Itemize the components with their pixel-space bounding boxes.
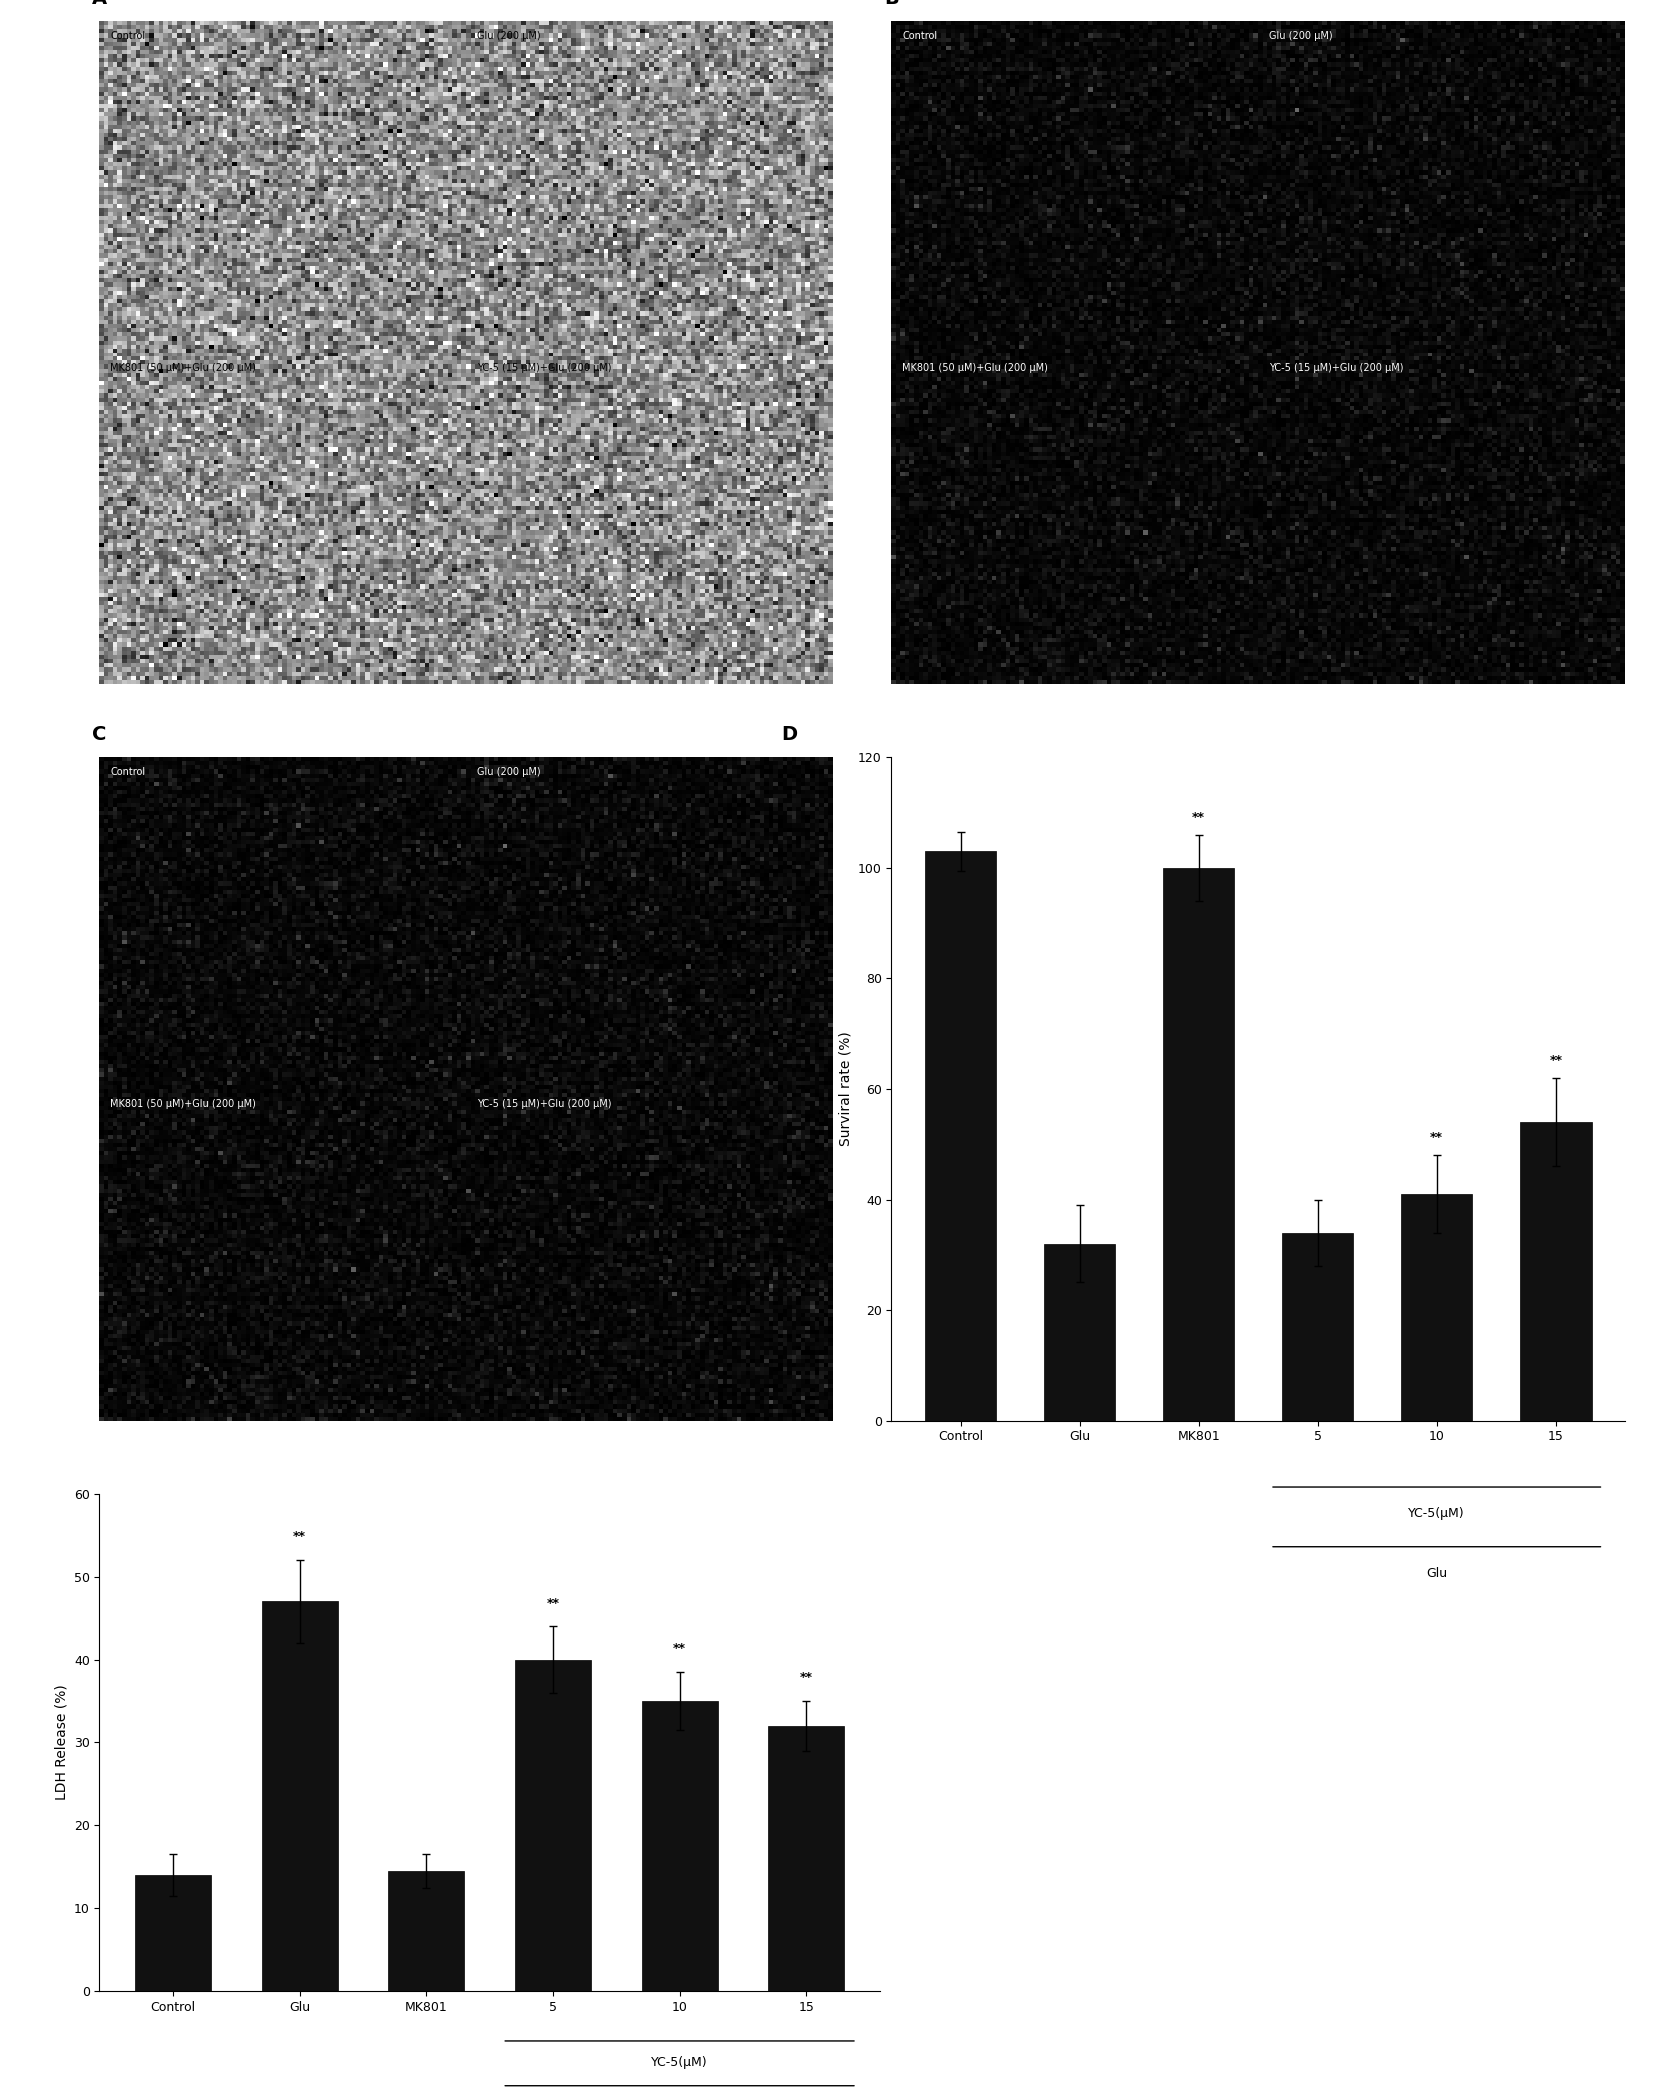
Text: Glu: Glu [1425, 1566, 1447, 1580]
Text: **: ** [799, 1671, 812, 1685]
Bar [641, 1702, 717, 1991]
Bar [262, 1601, 338, 1991]
Bar [925, 851, 996, 1421]
Text: YC-5(μM): YC-5(μM) [1407, 1507, 1465, 1520]
Text: **: ** [1548, 1054, 1561, 1067]
Y-axis label: Surviral rate (%): Surviral rate (%) [838, 1031, 852, 1147]
Text: **: ** [293, 1530, 307, 1543]
Text: **: ** [673, 1643, 686, 1656]
Bar [767, 1725, 843, 1991]
Text: B: B [883, 0, 898, 8]
Bar [515, 1660, 590, 1991]
Y-axis label: LDH Release (%): LDH Release (%) [55, 1685, 68, 1800]
Bar [134, 1876, 210, 1991]
Text: **: ** [547, 1597, 558, 1610]
Text: D: D [780, 725, 797, 744]
Bar [1162, 868, 1233, 1421]
Text: A: A [93, 0, 108, 8]
Text: **: ** [1191, 811, 1205, 824]
Bar [388, 1872, 464, 1991]
Bar [1400, 1195, 1471, 1421]
Text: **: ** [1430, 1132, 1442, 1144]
Bar [1281, 1232, 1352, 1421]
Bar [1044, 1243, 1115, 1421]
Text: C: C [93, 725, 106, 744]
Text: YC-5(μM): YC-5(μM) [651, 2056, 708, 2069]
Bar [1519, 1121, 1591, 1421]
